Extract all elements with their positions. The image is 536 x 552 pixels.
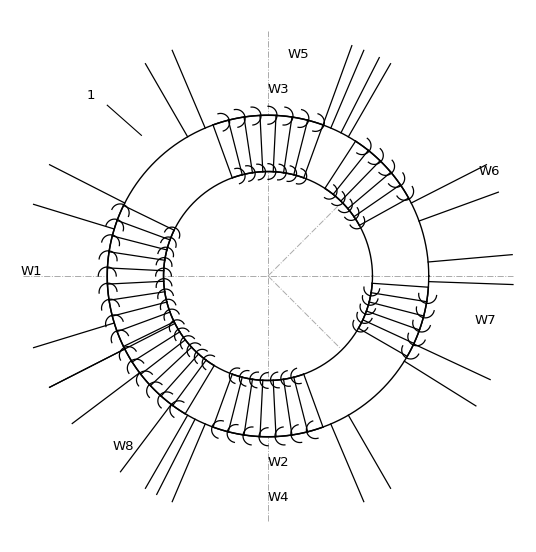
- Polygon shape: [125, 323, 214, 414]
- Polygon shape: [213, 374, 323, 437]
- Polygon shape: [325, 141, 408, 225]
- Text: W2: W2: [267, 457, 289, 469]
- Polygon shape: [359, 283, 428, 357]
- Text: W7: W7: [474, 314, 496, 327]
- Polygon shape: [213, 115, 323, 178]
- Text: W4: W4: [267, 491, 289, 503]
- Text: W3: W3: [267, 83, 289, 95]
- Text: W5: W5: [287, 49, 309, 61]
- Text: 1: 1: [87, 89, 95, 102]
- Polygon shape: [107, 205, 174, 347]
- Text: W8: W8: [113, 440, 134, 453]
- Text: W6: W6: [478, 165, 500, 178]
- Text: W1: W1: [20, 266, 42, 278]
